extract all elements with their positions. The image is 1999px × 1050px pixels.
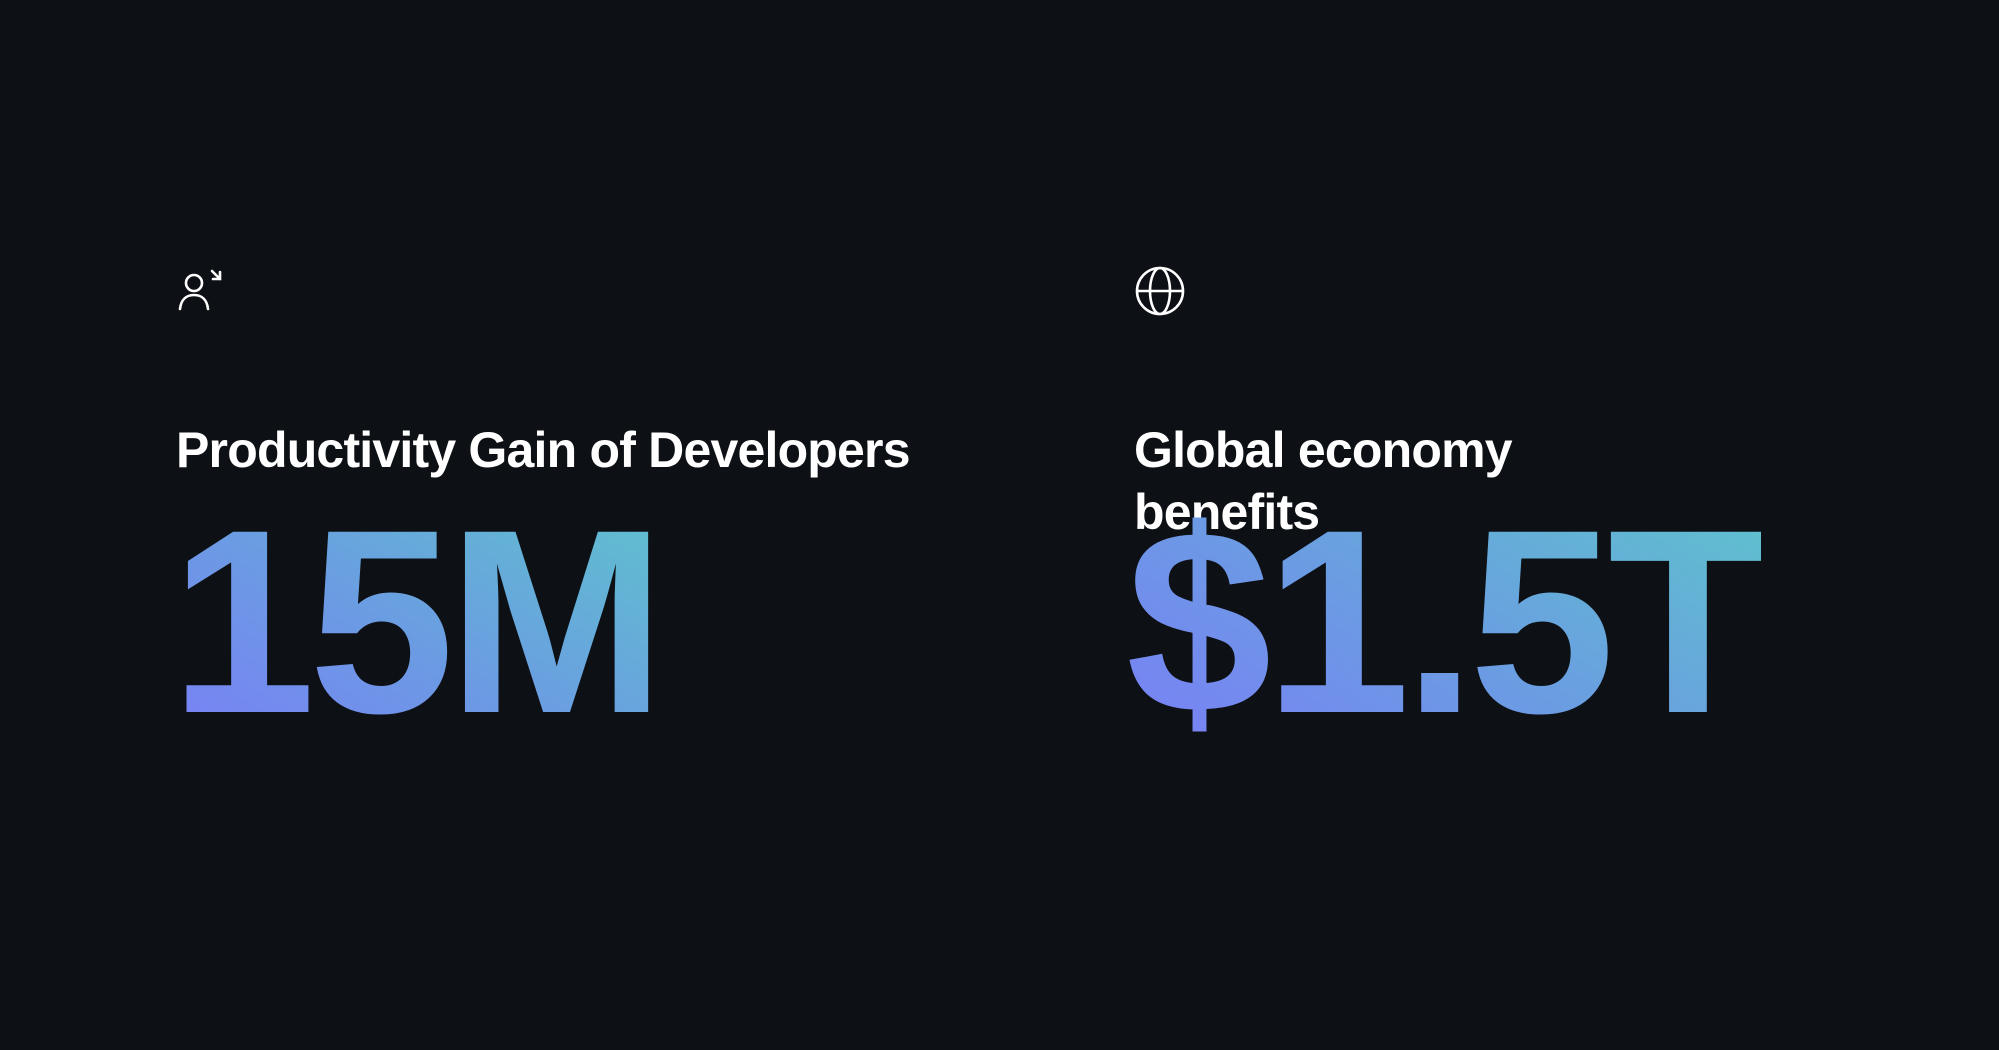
stat-value: $1.5T: [1126, 475, 1768, 768]
globe-icon: [1135, 266, 1185, 316]
stat-title: Productivity Gain of Developers: [176, 422, 911, 478]
stat-global-economy: Global economy benefits $1.5T: [1126, 265, 1768, 753]
stat-title: Global economy benefits: [1134, 422, 1513, 540]
stat-value: 15M: [170, 475, 666, 768]
user-arrow-icon: [178, 269, 222, 311]
stat-productivity: Productivity Gain of Developers 15M: [170, 265, 1036, 753]
